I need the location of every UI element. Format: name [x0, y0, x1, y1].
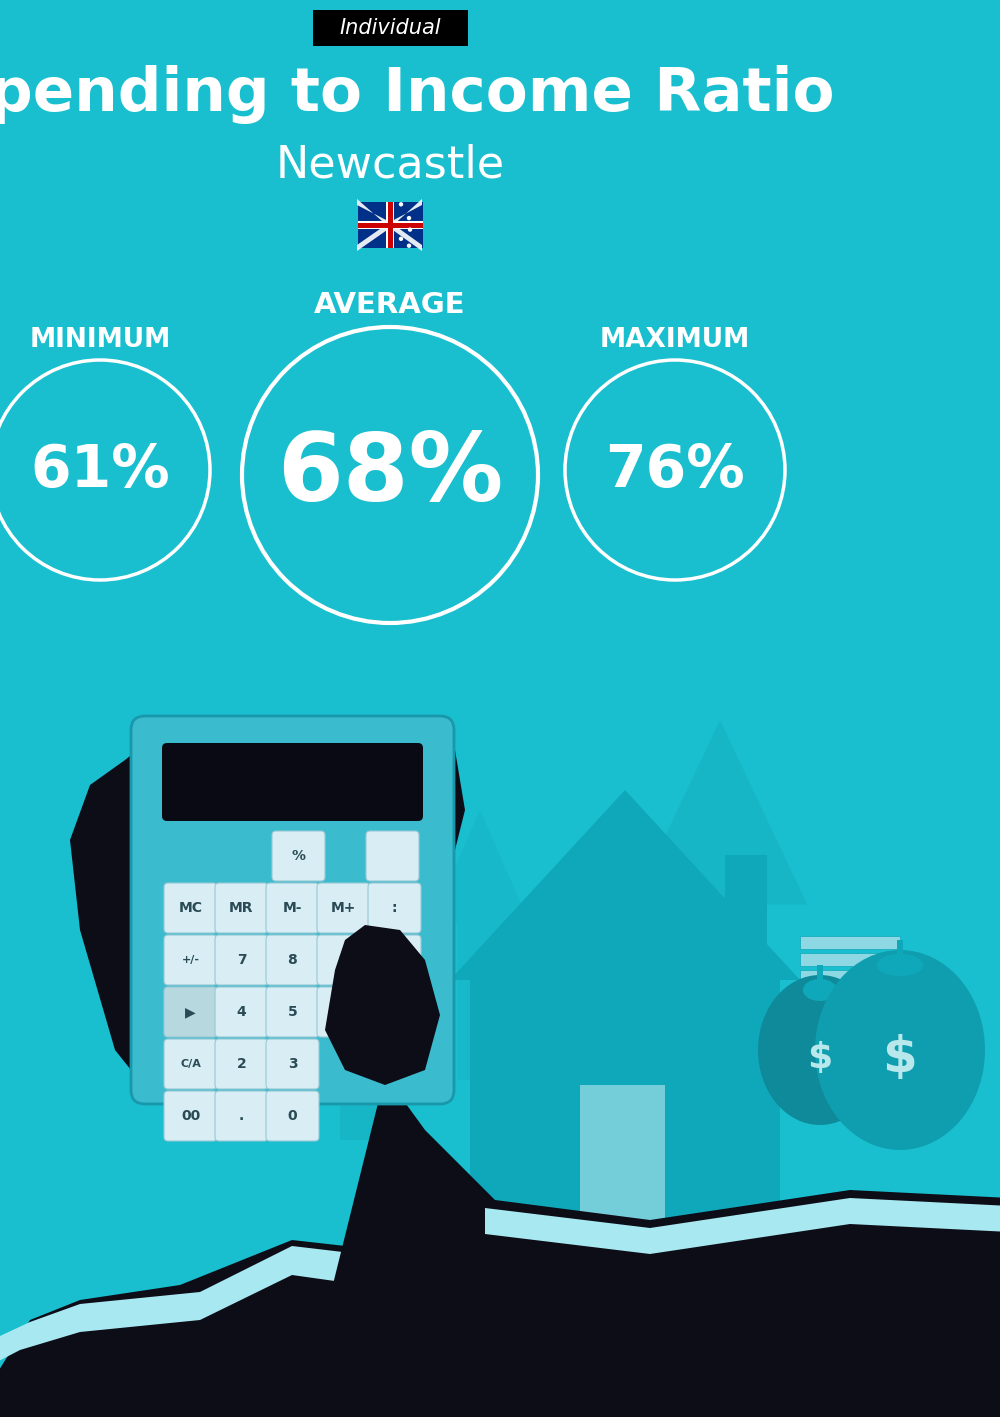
Bar	[800, 971, 900, 983]
Polygon shape	[485, 1197, 1000, 1254]
Text: Spending to Income Ratio: Spending to Income Ratio	[0, 65, 835, 125]
Text: 9: 9	[339, 954, 348, 966]
Text: MINIMUM: MINIMUM	[29, 327, 171, 353]
FancyBboxPatch shape	[266, 1091, 319, 1141]
Text: 61%: 61%	[30, 442, 170, 499]
Circle shape	[407, 215, 411, 220]
FancyBboxPatch shape	[164, 1091, 217, 1141]
FancyBboxPatch shape	[266, 1039, 319, 1090]
Polygon shape	[357, 198, 390, 228]
Circle shape	[399, 203, 403, 207]
Text: :: :	[392, 901, 397, 915]
Text: .: .	[239, 1110, 244, 1124]
Text: AVERAGE: AVERAGE	[314, 290, 466, 319]
Polygon shape	[633, 720, 808, 1161]
FancyBboxPatch shape	[317, 883, 370, 932]
Text: 4: 4	[237, 1005, 246, 1019]
Polygon shape	[430, 811, 530, 1080]
Bar	[358, 222, 423, 228]
FancyBboxPatch shape	[266, 883, 319, 932]
FancyBboxPatch shape	[164, 935, 217, 985]
Bar	[897, 939, 903, 968]
Ellipse shape	[803, 979, 837, 1000]
FancyBboxPatch shape	[164, 988, 217, 1037]
FancyBboxPatch shape	[215, 883, 268, 932]
Ellipse shape	[758, 975, 882, 1125]
Ellipse shape	[815, 949, 985, 1151]
Circle shape	[399, 237, 403, 241]
FancyBboxPatch shape	[131, 716, 454, 1104]
FancyBboxPatch shape	[317, 988, 370, 1037]
Text: M+: M+	[331, 901, 356, 915]
FancyBboxPatch shape	[162, 743, 423, 820]
Polygon shape	[390, 198, 422, 228]
Text: 5: 5	[288, 1005, 297, 1019]
Bar	[386, 203, 394, 248]
Bar	[800, 1056, 900, 1068]
Text: -: -	[341, 1005, 346, 1019]
Text: 68%: 68%	[277, 429, 503, 521]
Bar	[800, 1022, 900, 1034]
FancyBboxPatch shape	[215, 988, 268, 1037]
Text: 3: 3	[288, 1057, 297, 1071]
FancyBboxPatch shape	[366, 830, 419, 881]
Ellipse shape	[877, 954, 923, 976]
Text: ▶: ▶	[185, 1005, 196, 1019]
Bar	[358, 203, 423, 248]
Text: Individual: Individual	[339, 18, 441, 38]
FancyBboxPatch shape	[215, 1091, 268, 1141]
FancyBboxPatch shape	[164, 1039, 217, 1090]
Text: 76%: 76%	[605, 442, 745, 499]
FancyBboxPatch shape	[164, 883, 217, 932]
Polygon shape	[0, 1240, 520, 1417]
Text: +/-: +/-	[182, 955, 200, 965]
Bar	[358, 221, 423, 230]
Bar	[725, 854, 767, 985]
Text: %: %	[292, 849, 306, 863]
Text: $: $	[883, 1034, 917, 1083]
Text: 7: 7	[237, 954, 246, 966]
FancyBboxPatch shape	[368, 883, 421, 932]
Bar	[800, 1039, 900, 1051]
Polygon shape	[0, 1246, 525, 1376]
Bar	[388, 203, 392, 248]
Bar	[800, 937, 900, 949]
Bar	[800, 988, 900, 1000]
Bar	[800, 954, 900, 966]
Bar	[470, 981, 780, 1220]
Polygon shape	[305, 760, 435, 1141]
Text: 00: 00	[181, 1110, 200, 1124]
FancyBboxPatch shape	[317, 935, 370, 985]
Text: x: x	[390, 954, 399, 966]
Polygon shape	[325, 925, 440, 1085]
Text: Newcastle: Newcastle	[275, 143, 505, 187]
Polygon shape	[357, 222, 390, 251]
FancyBboxPatch shape	[215, 935, 268, 985]
Bar	[580, 1085, 665, 1220]
FancyBboxPatch shape	[272, 830, 325, 881]
Text: C/A: C/A	[180, 1058, 201, 1068]
Circle shape	[408, 227, 412, 232]
FancyBboxPatch shape	[266, 988, 319, 1037]
Bar	[800, 1005, 900, 1017]
Bar	[817, 965, 823, 993]
Circle shape	[407, 244, 411, 248]
Text: M-: M-	[283, 901, 302, 915]
Text: 2: 2	[237, 1057, 246, 1071]
FancyBboxPatch shape	[313, 10, 468, 45]
Text: 0: 0	[288, 1110, 297, 1124]
Polygon shape	[70, 726, 465, 1100]
Text: MAXIMUM: MAXIMUM	[600, 327, 750, 353]
Polygon shape	[300, 1076, 1000, 1417]
Text: MR: MR	[229, 901, 254, 915]
FancyBboxPatch shape	[266, 935, 319, 985]
FancyBboxPatch shape	[368, 935, 421, 985]
Polygon shape	[450, 791, 800, 981]
Polygon shape	[390, 222, 422, 251]
Text: MC: MC	[178, 901, 202, 915]
FancyBboxPatch shape	[215, 1039, 268, 1090]
Text: 8: 8	[288, 954, 297, 966]
Text: $: $	[807, 1041, 833, 1076]
